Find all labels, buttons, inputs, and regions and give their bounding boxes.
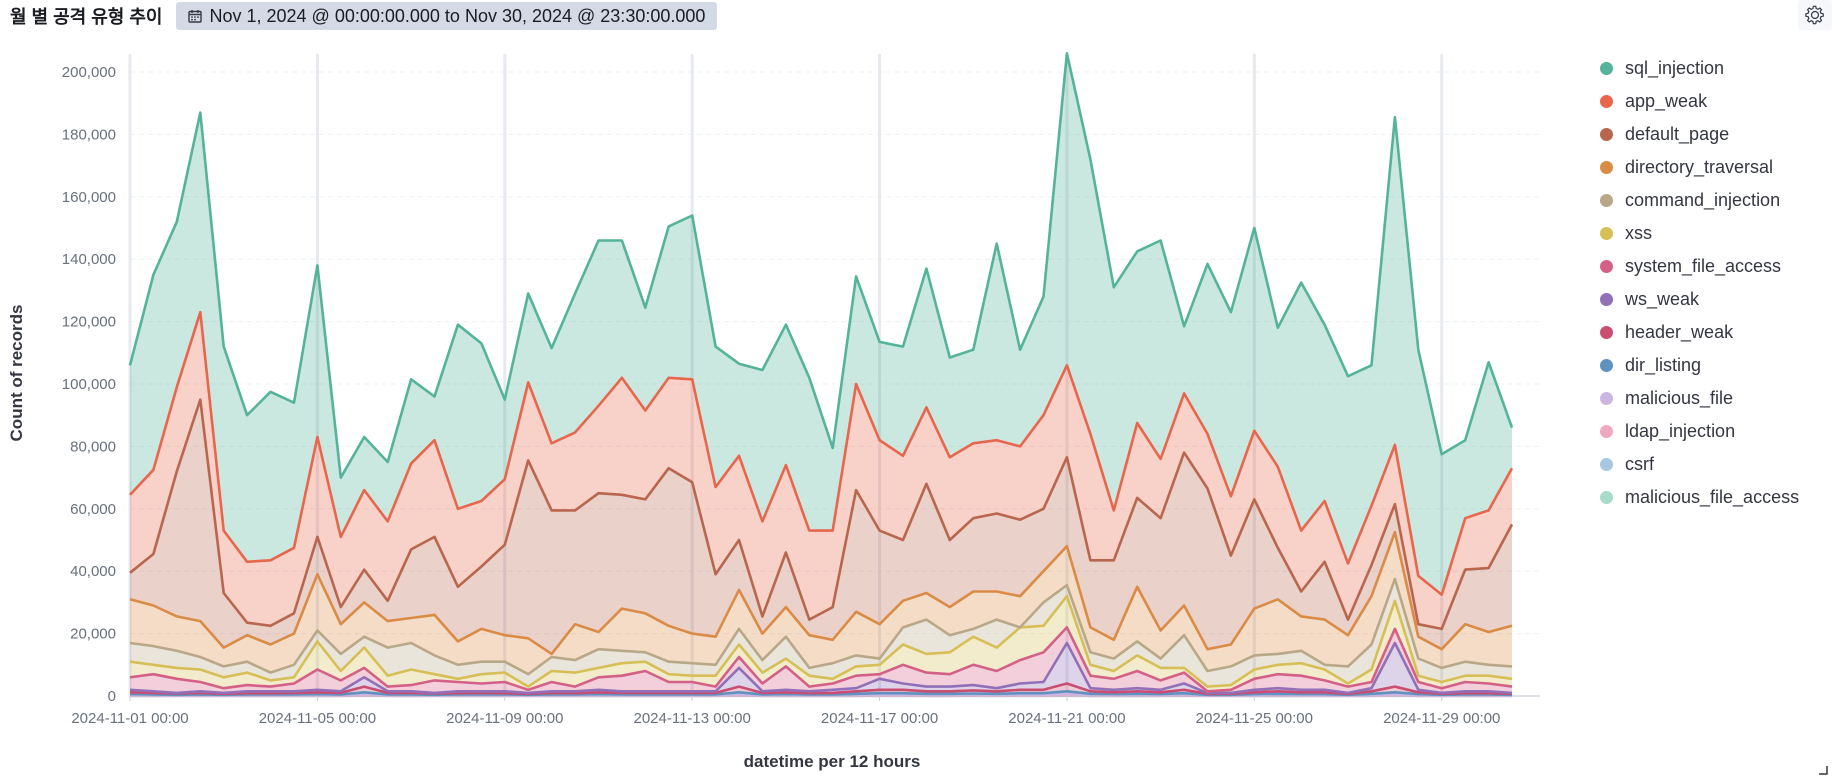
- legend-label: header_weak: [1625, 322, 1734, 342]
- line-app_weak[interactable]: [129, 310, 1514, 596]
- x-tick-label: 2024-11-17 00:00: [821, 710, 938, 727]
- calendar-icon: [188, 9, 203, 23]
- line-directory_traversal[interactable]: [129, 530, 1513, 656]
- time-range-badge[interactable]: Nov 1, 2024 @ 00:00:00.000 to Nov 30, 20…: [176, 2, 718, 30]
- y-tick-label: 120,000: [62, 314, 116, 331]
- y-tick-label: 200,000: [62, 64, 116, 81]
- legend-item-malicious_file_access[interactable]: malicious_file_access: [1600, 481, 1830, 514]
- legend-swatch: [1600, 95, 1613, 108]
- legend-item-app_weak[interactable]: app_weak: [1600, 85, 1830, 118]
- area-app_weak: [130, 312, 1512, 629]
- legend-swatch: [1600, 458, 1613, 471]
- legend-label: system_file_access: [1625, 256, 1782, 276]
- legend-swatch: [1600, 194, 1613, 207]
- legend-swatch: [1600, 491, 1613, 504]
- settings-button[interactable]: [1798, 0, 1832, 30]
- area-sql_injection: [130, 53, 1512, 595]
- legend-item-ldap_injection[interactable]: ldap_injection: [1600, 415, 1830, 448]
- line-system_file_access[interactable]: [129, 626, 1513, 693]
- legend-item-header_weak[interactable]: header_weak: [1600, 316, 1830, 349]
- legend-swatch: [1600, 62, 1613, 75]
- legend-swatch: [1600, 359, 1613, 372]
- legend-label: command_injection: [1625, 190, 1781, 210]
- legend-item-ws_weak[interactable]: ws_weak: [1600, 283, 1830, 316]
- legend-label: sql_injection: [1625, 58, 1725, 78]
- x-axis-label: datetime per 12 hours: [744, 752, 921, 771]
- panel-title: 월 별 공격 유형 추이: [10, 7, 163, 27]
- legend-item-csrf[interactable]: csrf: [1600, 448, 1830, 481]
- y-tick-label: 20,000: [70, 626, 116, 643]
- legend-label: malicious_file_access: [1625, 487, 1800, 507]
- line-command_injection[interactable]: [129, 577, 1513, 676]
- legend-item-command_injection[interactable]: command_injection: [1600, 184, 1830, 217]
- axis-layer: 0 20,000 40,000 60,000 80,000 100,000 120,000 1…: [62, 64, 1501, 727]
- line-sql_injection[interactable]: [128, 51, 1514, 479]
- legend-swatch: [1600, 227, 1613, 240]
- y-tick-label: 60,000: [70, 501, 116, 518]
- legend-label: csrf: [1625, 454, 1654, 474]
- line-ws_weak[interactable]: [129, 641, 1513, 695]
- legend-label: malicious_file: [1625, 388, 1734, 408]
- legend-swatch: [1600, 392, 1613, 405]
- legend-label: directory_traversal: [1625, 157, 1774, 177]
- resize-handle-icon[interactable]: [1818, 765, 1828, 775]
- x-tick-label: 2024-11-21 00:00: [1008, 710, 1125, 727]
- panel-header: 월 별 공격 유형 추이 Nov 1, 2024 @ 00:00:00.000 …: [0, 0, 1834, 32]
- legend-item-xss[interactable]: xss: [1600, 217, 1830, 250]
- y-tick-label: 100,000: [62, 376, 116, 393]
- y-tick-label: 0: [108, 688, 116, 705]
- gear-icon: [1805, 5, 1824, 25]
- y-tick-label: 140,000: [62, 251, 116, 268]
- x-tick-label: 2024-11-09 00:00: [446, 710, 563, 727]
- legend-swatch: [1600, 161, 1613, 174]
- legend-swatch: [1600, 326, 1613, 339]
- legend-swatch: [1600, 260, 1613, 273]
- line-xss[interactable]: [129, 594, 1513, 688]
- legend-label: default_page: [1625, 124, 1730, 144]
- y-axis-label: Count of records: [7, 305, 26, 442]
- x-tick-label: 2024-11-13 00:00: [634, 710, 751, 727]
- area-command_injection: [130, 579, 1512, 687]
- legend-label: app_weak: [1625, 91, 1708, 111]
- legend-item-default_page[interactable]: default_page: [1600, 118, 1830, 151]
- legend-label: ldap_injection: [1625, 421, 1736, 441]
- y-tick-label: 40,000: [70, 563, 116, 580]
- line-header_weak[interactable]: [129, 682, 1513, 696]
- area-xss: [130, 596, 1512, 692]
- x-tick-label: 2024-11-01 00:00: [71, 710, 188, 727]
- x-tick-label: 2024-11-05 00:00: [259, 710, 376, 727]
- area-directory_traversal: [130, 532, 1512, 675]
- legend-label: xss: [1625, 223, 1652, 243]
- area-layer: [128, 51, 1514, 698]
- x-tick-label: 2024-11-29 00:00: [1383, 710, 1500, 727]
- legend-swatch: [1600, 293, 1613, 306]
- legend-swatch: [1600, 128, 1613, 141]
- legend-item-dir_listing[interactable]: dir_listing: [1600, 349, 1830, 382]
- legend-item-directory_traversal[interactable]: directory_traversal: [1600, 151, 1830, 184]
- area-ws_weak: [130, 643, 1512, 694]
- y-tick-label: 160,000: [62, 189, 116, 206]
- line-dir_listing[interactable]: [129, 689, 1513, 697]
- line-default_page[interactable]: [129, 398, 1514, 631]
- x-tick-label: 2024-11-25 00:00: [1196, 710, 1313, 727]
- area-default_page: [130, 399, 1512, 654]
- time-range-text: Nov 1, 2024 @ 00:00:00.000 to Nov 30, 20…: [209, 5, 706, 26]
- legend-label: dir_listing: [1625, 355, 1702, 375]
- y-tick-label: 80,000: [70, 438, 116, 455]
- legend-label: ws_weak: [1625, 289, 1700, 309]
- legend-item-system_file_access[interactable]: system_file_access: [1600, 250, 1830, 283]
- legend-item-sql_injection[interactable]: sql_injection: [1600, 52, 1830, 85]
- legend-item-malicious_file[interactable]: malicious_file: [1600, 382, 1830, 415]
- legend-swatch: [1600, 425, 1613, 438]
- y-tick-label: 180,000: [62, 126, 116, 143]
